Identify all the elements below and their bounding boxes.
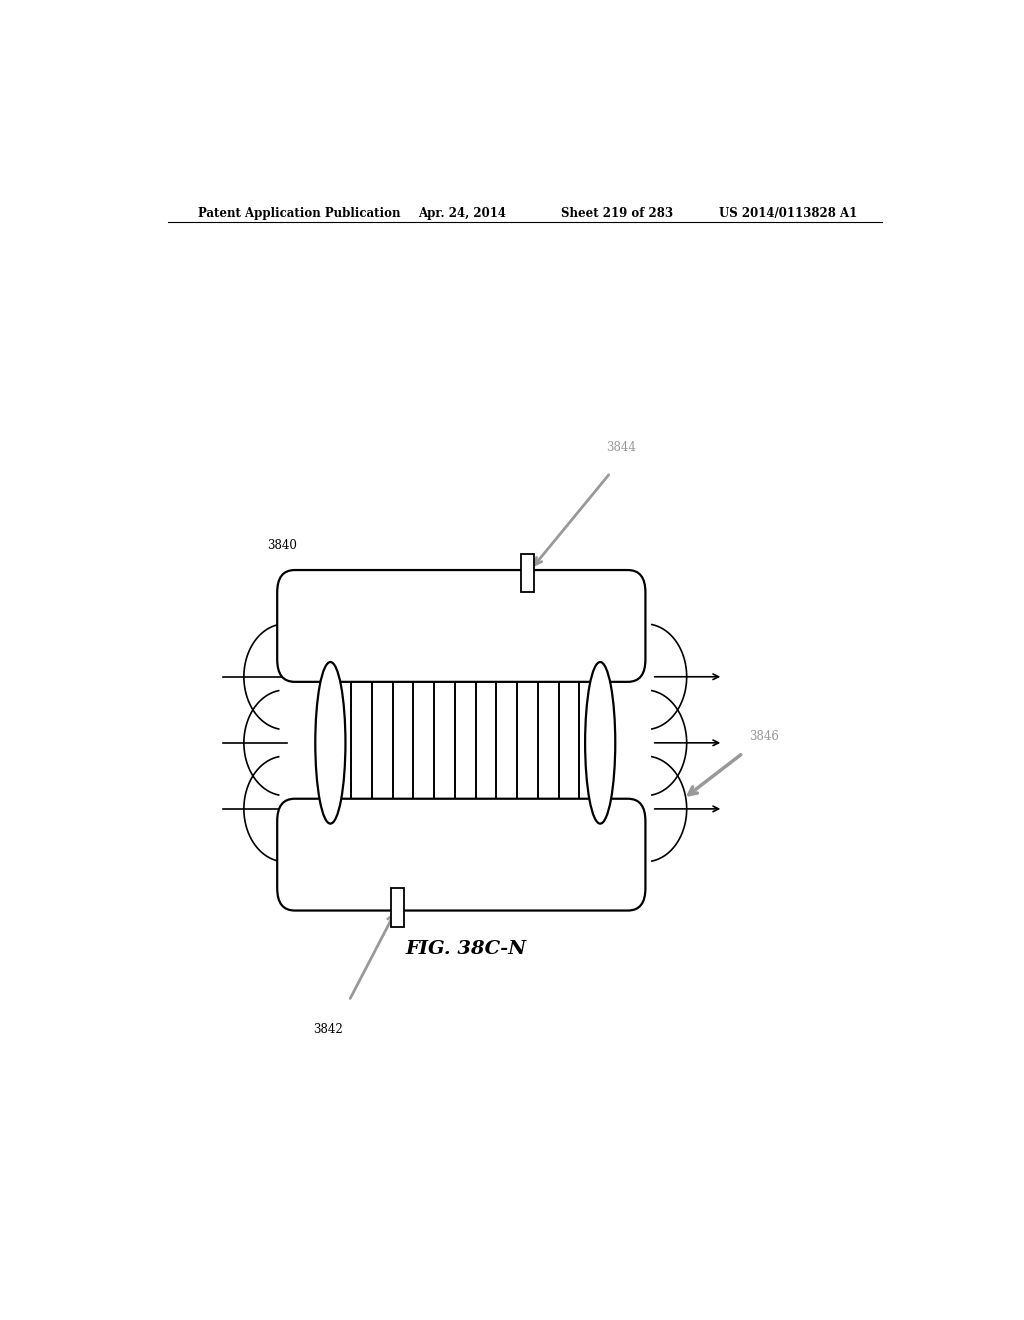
- Text: Sheet 219 of 283: Sheet 219 of 283: [560, 207, 673, 220]
- Text: 3842: 3842: [313, 1023, 343, 1036]
- Text: 3840: 3840: [267, 539, 297, 552]
- Text: Patent Application Publication: Patent Application Publication: [198, 207, 400, 220]
- Ellipse shape: [585, 663, 615, 824]
- FancyBboxPatch shape: [278, 799, 645, 911]
- Bar: [391, 888, 404, 927]
- Text: 3846: 3846: [750, 730, 779, 743]
- Text: US 2014/0113828 A1: US 2014/0113828 A1: [719, 207, 857, 220]
- Text: Apr. 24, 2014: Apr. 24, 2014: [418, 207, 506, 220]
- Bar: [521, 554, 534, 593]
- Text: FIG. 38C-N: FIG. 38C-N: [406, 940, 527, 958]
- Text: 3844: 3844: [606, 441, 636, 454]
- Ellipse shape: [315, 663, 345, 824]
- FancyBboxPatch shape: [278, 570, 645, 682]
